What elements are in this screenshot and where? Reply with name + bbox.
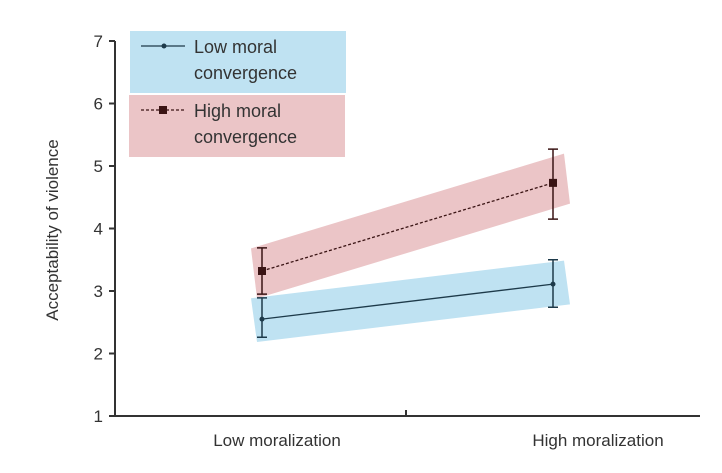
data-point: [549, 178, 557, 187]
y-tick-label: 6: [94, 95, 103, 114]
legend-marker: [161, 43, 167, 49]
y-tick-label: 5: [94, 157, 103, 176]
data-point: [259, 316, 265, 322]
y-tick-label: 7: [94, 32, 103, 51]
data-point: [550, 281, 556, 287]
legend-label: Low moral: [194, 37, 277, 57]
y-axis-label: Acceptability of violence: [43, 139, 62, 320]
series-line: [261, 182, 554, 272]
x-tick-label: Low moralization: [213, 431, 341, 450]
legend-box: [130, 31, 346, 93]
y-tick-label: 2: [94, 345, 103, 364]
series-line: [261, 283, 554, 320]
legend-marker: [159, 106, 167, 114]
data-point: [258, 267, 266, 275]
legend-box: [129, 95, 345, 157]
y-tick-label: 3: [94, 282, 103, 301]
legend-label: High moral: [194, 101, 281, 121]
y-tick-label: 4: [94, 220, 103, 239]
x-tick-label: High moralization: [532, 431, 663, 450]
legend-label: convergence: [194, 63, 297, 83]
y-tick-label: 1: [94, 407, 103, 426]
legend-label: convergence: [194, 127, 297, 147]
